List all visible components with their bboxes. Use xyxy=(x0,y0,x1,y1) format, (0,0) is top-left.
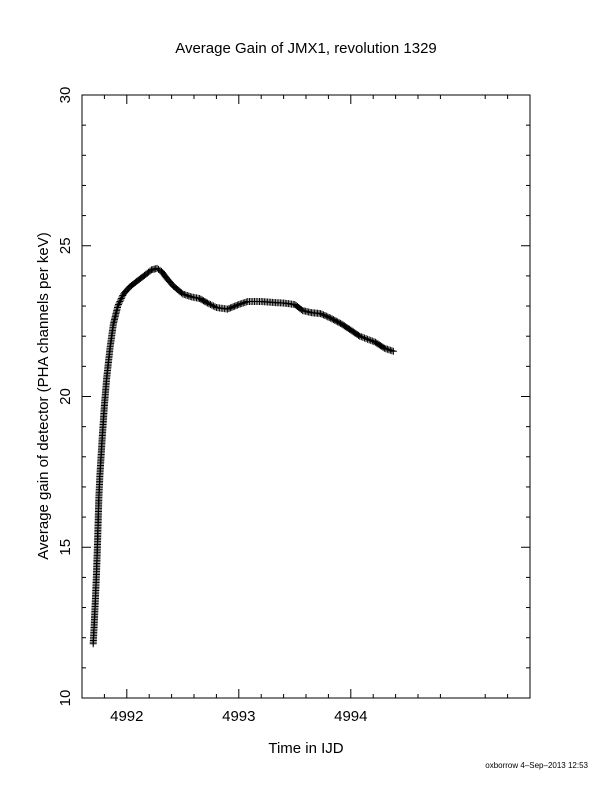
data-point xyxy=(116,298,124,306)
data-point xyxy=(354,331,362,339)
data-point xyxy=(364,335,372,343)
y-tick-label: 20 xyxy=(57,388,74,405)
data-point xyxy=(203,299,211,307)
data-point xyxy=(206,301,214,309)
data-point xyxy=(238,300,246,308)
data-point xyxy=(118,293,126,301)
footer-stamp: oxborrow 4–Sep–2013 12:53 xyxy=(485,761,588,770)
data-point xyxy=(360,334,368,342)
data-point xyxy=(385,346,393,354)
y-tick-label: 25 xyxy=(57,237,74,254)
data-point xyxy=(211,303,219,311)
plot-frame xyxy=(81,94,531,699)
data-point xyxy=(239,299,247,307)
data-point xyxy=(233,301,241,309)
data-point xyxy=(356,332,364,340)
data-point xyxy=(368,337,376,345)
data-point xyxy=(318,310,326,318)
y-tick-label: 15 xyxy=(57,539,74,556)
data-point xyxy=(389,347,397,355)
data-point xyxy=(380,344,388,352)
data-point xyxy=(185,292,193,300)
y-tick-label: 30 xyxy=(57,87,74,104)
chart-title: Average Gain of JMX1, revolution 1329 xyxy=(175,40,437,57)
data-point xyxy=(115,301,123,309)
data-point xyxy=(357,333,365,341)
data-point xyxy=(115,299,123,307)
data-point xyxy=(317,310,325,318)
data-point xyxy=(208,301,216,309)
data-series xyxy=(89,264,397,648)
y-tick-label: 10 xyxy=(57,690,74,707)
data-point xyxy=(322,312,330,320)
x-tick-label: 4994 xyxy=(334,708,367,725)
data-point xyxy=(388,347,396,355)
data-point xyxy=(319,311,327,319)
data-point xyxy=(321,312,329,320)
x-tick-label: 4992 xyxy=(110,708,143,725)
data-point xyxy=(362,335,370,343)
data-point xyxy=(180,290,188,298)
y-axis-label: Average gain of detector (PHA channels p… xyxy=(35,232,52,559)
data-point xyxy=(182,291,190,299)
y-axis: 10 15 20 25 30 xyxy=(57,87,530,707)
data-point xyxy=(241,299,249,307)
x-axis-label: Time in IJD xyxy=(268,740,343,757)
data-point xyxy=(370,338,378,346)
data-point xyxy=(186,293,194,301)
data-point xyxy=(235,301,243,309)
data-point xyxy=(209,302,217,310)
data-point xyxy=(382,345,390,353)
data-point xyxy=(205,300,213,308)
data-point xyxy=(325,313,333,321)
data-point xyxy=(359,333,367,341)
x-axis: 4992 4993 4994 xyxy=(103,95,509,725)
data-point xyxy=(365,336,373,344)
data-point xyxy=(183,291,191,299)
data-point xyxy=(242,298,250,306)
data-point xyxy=(236,300,244,308)
data-point xyxy=(386,346,394,354)
data-point xyxy=(179,290,187,298)
x-tick-label: 4993 xyxy=(222,708,255,725)
data-point xyxy=(117,295,125,303)
data-point xyxy=(114,302,122,310)
data-point xyxy=(367,336,375,344)
data-point xyxy=(117,296,125,304)
data-point xyxy=(383,345,391,353)
data-point xyxy=(324,313,332,321)
